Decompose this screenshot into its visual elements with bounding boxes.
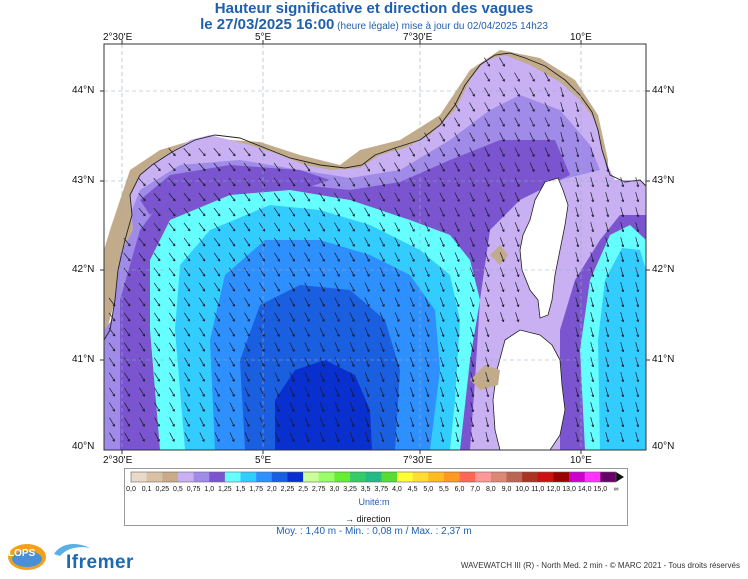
- color-scale-tick-label: 10,0: [515, 486, 529, 493]
- color-scale-tick-label: 6,0: [455, 486, 465, 493]
- color-scale-swatch: [334, 472, 350, 482]
- color-scale-swatch: [366, 472, 382, 482]
- color-scale-tick-label: 1,25: [218, 486, 232, 493]
- color-scale-tick-label: 8,0: [486, 486, 496, 493]
- color-scale-tick-label: 12,0: [547, 486, 561, 493]
- scale-end-arrow: [616, 472, 624, 482]
- color-scale-swatch: [600, 472, 616, 482]
- color-scale-swatch: [225, 472, 241, 482]
- color-scale-tick-label: 0,5: [173, 486, 183, 493]
- color-scale-swatch: [178, 472, 194, 482]
- credit-text: WAVEWATCH III (R) - North Med. 2 min - ©…: [461, 561, 740, 570]
- lops-logo-text: LOPS: [8, 548, 35, 559]
- color-scale-swatch: [194, 472, 210, 482]
- color-scale-tick-label: 2,25: [281, 486, 295, 493]
- statistics: Moy. : 1,40 m - Min. : 0,08 m / Max. : 2…: [0, 526, 748, 537]
- unit-label: Unité:m: [0, 497, 748, 507]
- color-scale-tick-label: 14,0: [578, 486, 592, 493]
- color-scale-tick-label: 1,5: [236, 486, 246, 493]
- direction-legend: → direction: [345, 514, 391, 524]
- color-scale-swatch: [131, 472, 147, 482]
- color-scale-tick-label: 1,0: [204, 486, 214, 493]
- color-scale-swatch: [475, 472, 491, 482]
- color-scale-tick-label: 3,25: [343, 486, 357, 493]
- color-scale-tick-label: 3,5: [361, 486, 371, 493]
- ifremer-logo: Ifremer: [66, 552, 134, 574]
- lops-logo: [6, 540, 48, 579]
- color-scale-swatch: [585, 472, 601, 482]
- direction-label: direction: [357, 514, 391, 524]
- color-scale-swatch: [444, 472, 460, 482]
- color-scale-swatch: [241, 472, 257, 482]
- color-scale-swatch: [460, 472, 476, 482]
- color-scale-swatch: [162, 472, 178, 482]
- color-scale-bar: [0, 0, 748, 490]
- color-scale-tick-label: 1,75: [249, 486, 263, 493]
- color-scale-swatch: [381, 472, 397, 482]
- color-scale-tick-label: 7,0: [470, 486, 480, 493]
- color-scale-tick-label: 3,0: [330, 486, 340, 493]
- color-scale-swatch: [209, 472, 225, 482]
- color-scale-swatch: [287, 472, 303, 482]
- color-scale-swatch: [413, 472, 429, 482]
- color-scale-tick-label: 4,5: [408, 486, 418, 493]
- color-scale-tick-label: 0,75: [187, 486, 201, 493]
- color-scale-tick-label: 3,75: [375, 486, 389, 493]
- color-scale-tick-label: 0,0: [126, 486, 136, 493]
- color-scale-swatch: [538, 472, 554, 482]
- color-scale-swatch: [569, 472, 585, 482]
- color-scale-swatch: [397, 472, 413, 482]
- color-scale-swatch: [303, 472, 319, 482]
- color-scale-swatch: [147, 472, 163, 482]
- color-scale-tick-label: 2,0: [267, 486, 277, 493]
- color-scale-swatch: [506, 472, 522, 482]
- color-scale-swatch: [522, 472, 538, 482]
- arrow-icon: →: [345, 514, 354, 524]
- color-scale-swatch: [256, 472, 272, 482]
- color-scale-swatch: [428, 472, 444, 482]
- color-scale-tick-label: 2,75: [312, 486, 326, 493]
- color-scale-swatch: [350, 472, 366, 482]
- color-scale-swatch: [553, 472, 569, 482]
- color-scale-swatch: [491, 472, 507, 482]
- color-scale-swatch: [272, 472, 288, 482]
- color-scale-tick-label: 5,5: [439, 486, 449, 493]
- color-scale-tick-label: 11,0: [531, 486, 544, 493]
- color-scale-tick-label: ∞: [614, 486, 619, 493]
- color-scale-tick-label: 2,5: [298, 486, 308, 493]
- color-scale-swatch: [319, 472, 335, 482]
- color-scale-tick-label: 0,25: [155, 486, 169, 493]
- color-scale-tick-label: 0,1: [142, 486, 152, 493]
- color-scale-tick-label: 5,0: [423, 486, 433, 493]
- color-scale-tick-label: 13,0: [562, 486, 576, 493]
- color-scale-tick-label: 15,0: [594, 486, 608, 493]
- color-scale-tick-label: 9,0: [502, 486, 512, 493]
- color-scale-tick-label: 4,0: [392, 486, 402, 493]
